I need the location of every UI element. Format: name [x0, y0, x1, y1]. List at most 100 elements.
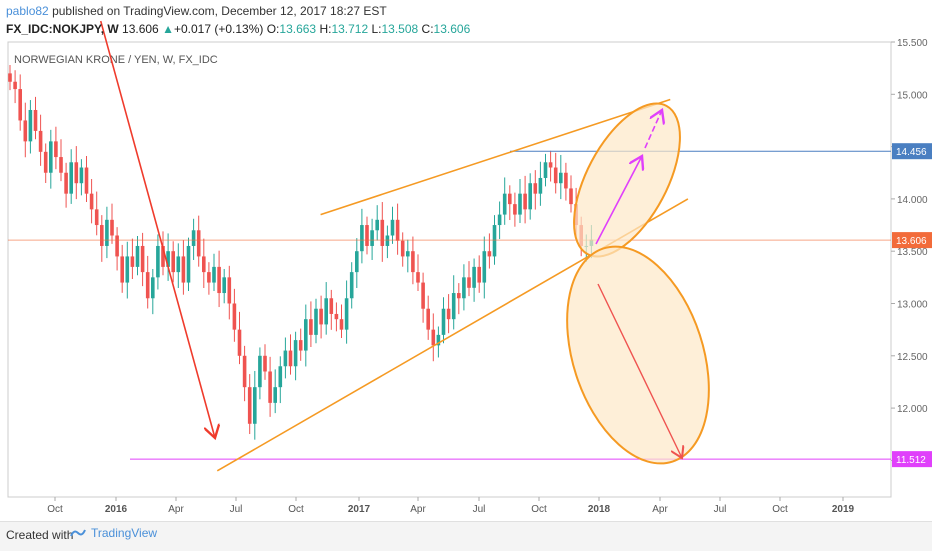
- candle-body: [125, 256, 130, 283]
- candle-body: [278, 366, 283, 388]
- candle-body: [349, 272, 354, 299]
- candle-body: [151, 277, 155, 299]
- candle-body: [268, 371, 272, 403]
- candle-body: [232, 303, 237, 330]
- candle-body: [513, 204, 517, 215]
- y-tick-label: 15.500: [897, 38, 928, 49]
- price-change: +0.017 (+0.13%): [173, 22, 264, 36]
- price-label-bg: [892, 232, 932, 249]
- candle-body: [43, 151, 48, 173]
- candle-body: [477, 266, 481, 283]
- candle-body: [309, 319, 313, 335]
- candle-body: [538, 177, 543, 194]
- candle-body: [553, 167, 558, 184]
- candle-body: [202, 256, 206, 273]
- candle-body: [319, 308, 323, 325]
- open-value: 13.663: [279, 22, 317, 36]
- candle-body: [543, 162, 548, 178]
- x-tick-label: Oct: [531, 504, 547, 515]
- candle-body: [217, 266, 221, 294]
- candle-body: [186, 245, 191, 283]
- candle-body: [79, 167, 84, 184]
- candle-body: [508, 193, 512, 205]
- up-arrow: [595, 156, 642, 245]
- y-tick-label: 14.000: [897, 195, 928, 206]
- candle-body: [339, 319, 344, 330]
- candle-body: [222, 277, 226, 294]
- low-value: 13.508: [381, 22, 419, 36]
- candle-body: [64, 172, 68, 194]
- plot-frame: [7, 41, 892, 498]
- candle-body: [18, 89, 22, 121]
- x-tick-label: 2016: [105, 504, 128, 515]
- x-tick-label: Apr: [410, 504, 426, 515]
- author-link[interactable]: pablo82: [6, 4, 49, 18]
- candle-body: [375, 219, 379, 231]
- brand-name: TradingView: [91, 526, 158, 540]
- candle-body: [135, 245, 140, 267]
- x-tick-label: Jul: [473, 504, 486, 515]
- candle-body: [416, 272, 420, 283]
- y-tick-label: 13.000: [897, 299, 928, 310]
- candle-body: [38, 130, 43, 152]
- candle-body: [451, 293, 456, 320]
- x-tick-label: Jul: [714, 504, 727, 515]
- price-label: 13.606: [896, 236, 927, 247]
- high-label: H:: [319, 22, 332, 36]
- candle-body: [329, 298, 334, 314]
- x-tick-label: Jul: [230, 504, 243, 515]
- candle-body: [334, 313, 339, 320]
- candle-body: [49, 141, 53, 173]
- tradingview-link[interactable]: TradingView: [70, 526, 157, 540]
- trend-arrow: [99, 20, 215, 438]
- candle-body: [253, 387, 257, 424]
- candle-body: [360, 225, 364, 252]
- candle-body: [196, 230, 201, 257]
- candle-body: [497, 214, 502, 226]
- candle-body: [130, 256, 135, 267]
- candle-body: [59, 157, 63, 173]
- price-label: 11.512: [896, 455, 926, 466]
- candle-body: [564, 172, 568, 189]
- candle-body: [176, 256, 181, 273]
- low-label: L:: [371, 22, 382, 36]
- candle-body: [283, 350, 288, 367]
- candle-body: [411, 251, 415, 273]
- candle-body: [171, 251, 175, 273]
- candle-body: [181, 256, 186, 283]
- candle-body: [28, 109, 33, 142]
- candle-body: [523, 193, 527, 210]
- chart-title: NORWEGIAN KRONE / YEN, W, FX_IDC: [14, 54, 218, 66]
- candle-body: [293, 340, 298, 367]
- candle-body: [161, 245, 165, 267]
- candle-body: [237, 329, 242, 356]
- x-tick-label: 2019: [832, 504, 855, 515]
- x-tick-label: Oct: [288, 504, 304, 515]
- candle-body: [324, 298, 328, 325]
- up-arrow-extension: [644, 110, 662, 149]
- candle-body: [212, 266, 216, 283]
- published-text: published on TradingView.com, December 1…: [52, 4, 387, 18]
- candle-body: [421, 282, 425, 309]
- candle-body: [559, 172, 563, 184]
- publish-info: pablo82 published on TradingView.com, De…: [6, 4, 387, 18]
- candle-body: [446, 308, 451, 320]
- candle-body: [370, 230, 374, 246]
- candle-body: [462, 277, 466, 299]
- open-label: O:: [266, 22, 280, 36]
- candle-body: [166, 251, 170, 267]
- price-label-bg: [892, 451, 932, 468]
- created-with-text: Created with: [6, 528, 74, 542]
- price-label-bg: [892, 143, 932, 160]
- candle-body: [115, 235, 119, 257]
- candle-body: [569, 188, 573, 205]
- candle-body: [492, 225, 497, 257]
- candle-body: [518, 193, 522, 215]
- y-tick-label: 12.000: [897, 404, 928, 415]
- channel-line: [320, 98, 671, 216]
- candle-body: [487, 251, 492, 257]
- close-value: 13.606: [433, 22, 471, 36]
- candle-body: [120, 256, 124, 283]
